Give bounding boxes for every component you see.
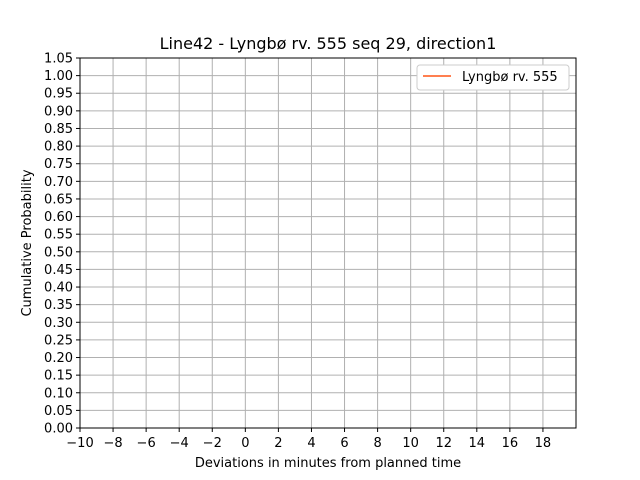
x-axis-title: Deviations in minutes from planned time [195,456,461,471]
legend-box [416,64,570,91]
x-tick-label: 16 [502,436,519,451]
x-tick-label: 14 [469,436,486,451]
y-axis: 0.00 0.05 0.10 0.15 0.20 0.25 0.30 0.35 0.40 0.45… [44,52,80,437]
y-tick-label: 0.15 [44,369,73,384]
y-tick-label: 0.55 [44,228,73,243]
y-tick-label: 0.80 [44,140,73,155]
y-tick-label: 0.65 [44,192,73,207]
x-tick-label: 12 [435,436,452,451]
y-tick-label: 0.20 [44,351,73,366]
chart-title: Line42 - Lyngbø rv. 555 seq 29, directio… [160,34,497,53]
x-axis: −10 −8 −6 −4 −2 0 2 4 6 8 10 12 14 16 18 [66,428,551,451]
x-tick-label: 2 [274,436,282,451]
y-tick-label: 0.30 [44,316,73,331]
x-tick-label: 4 [307,436,315,451]
y-axis-title: Cumulative Probability [20,169,35,316]
x-tick-label: −4 [170,436,189,451]
y-tick-label: 0.90 [44,104,73,119]
legend: Lyngbø rv. 555 [416,64,570,91]
x-tick-label: 18 [535,436,552,451]
y-tick-label: 0.25 [44,333,73,348]
y-tick-label: 0.40 [44,281,73,296]
x-tick-label: −8 [103,436,122,451]
x-tick-label: −2 [203,436,222,451]
y-tick-label: 0.45 [44,263,73,278]
x-tick-label: 6 [340,436,348,451]
y-tick-label: 0.95 [44,87,73,102]
y-tick-label: 0.35 [44,298,73,313]
plot-frame [79,57,577,429]
x-tick-label: 0 [241,436,249,451]
y-tick-label: 0.10 [44,386,73,401]
y-tick-label: 0.00 [44,422,73,437]
y-tick-label: 0.60 [44,210,73,225]
x-tick-label: −10 [66,436,93,451]
y-tick-label: 0.50 [44,245,73,260]
y-tick-label: 1.05 [44,52,73,67]
y-tick-label: 0.85 [44,122,73,137]
x-tick-label: 10 [402,436,419,451]
y-tick-label: 0.70 [44,175,73,190]
x-tick-label: −6 [137,436,156,451]
y-tick-label: 0.05 [44,404,73,419]
y-tick-label: 0.75 [44,157,73,172]
y-tick-label: 1.00 [44,69,73,84]
legend-label: Lyngbø rv. 555 [462,70,558,85]
x-tick-label: 8 [373,436,381,451]
